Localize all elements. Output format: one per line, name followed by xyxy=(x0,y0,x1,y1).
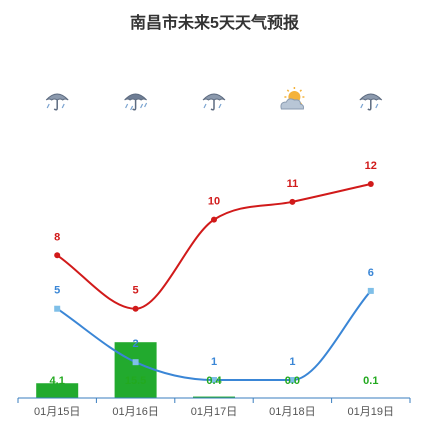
high-temp-line xyxy=(56,183,372,310)
high-temp-label: 11 xyxy=(287,178,299,190)
high-temp-point xyxy=(367,181,374,187)
partly-cloudy-icon xyxy=(280,87,305,110)
precip-label: 4.1 xyxy=(50,375,65,387)
low-temp-label: 1 xyxy=(211,356,217,368)
precip-bar xyxy=(36,383,79,398)
low-temp-label: 6 xyxy=(368,267,374,279)
low-temp-point xyxy=(54,305,61,312)
precip-bar xyxy=(193,396,235,398)
low-temp-point xyxy=(367,287,374,294)
low-temp-point xyxy=(211,377,217,383)
x-tick-label: 01月19日 xyxy=(348,406,394,418)
precip-label: 0.1 xyxy=(363,375,378,387)
precip-label: 0.4 xyxy=(206,375,222,387)
light-rain-icon xyxy=(202,93,226,111)
high-temp-label: 10 xyxy=(208,196,220,208)
x-tick-label: 01月16日 xyxy=(112,406,158,418)
low-temp-label: 2 xyxy=(133,338,139,350)
precip-bar xyxy=(114,342,157,398)
high-temp-point xyxy=(289,198,296,205)
light-rain-icon xyxy=(45,93,69,111)
x-tick-label: 01月17日 xyxy=(191,406,237,418)
precip-label: 0.0 xyxy=(285,375,300,387)
high-temp-point xyxy=(54,252,61,259)
light-rain-icon xyxy=(359,93,383,111)
high-temp-point xyxy=(211,216,217,223)
high-temp-label: 5 xyxy=(133,285,139,297)
low-temp-label: 1 xyxy=(289,356,295,368)
high-temp-label: 8 xyxy=(54,231,60,243)
high-temp-point xyxy=(132,305,139,312)
low-temp-point xyxy=(132,359,139,366)
high-temp-label: 12 xyxy=(365,160,377,172)
x-tick-label: 01月15日 xyxy=(34,406,80,418)
low-temp-label: 5 xyxy=(54,285,60,297)
x-tick-label: 01月18日 xyxy=(269,406,315,418)
chart-title: 南昌市未来5天天气预报 xyxy=(130,15,299,32)
moderate-rain-icon xyxy=(124,93,148,111)
precip-label: 15.5 xyxy=(125,375,146,387)
low-temp-point xyxy=(289,377,296,383)
